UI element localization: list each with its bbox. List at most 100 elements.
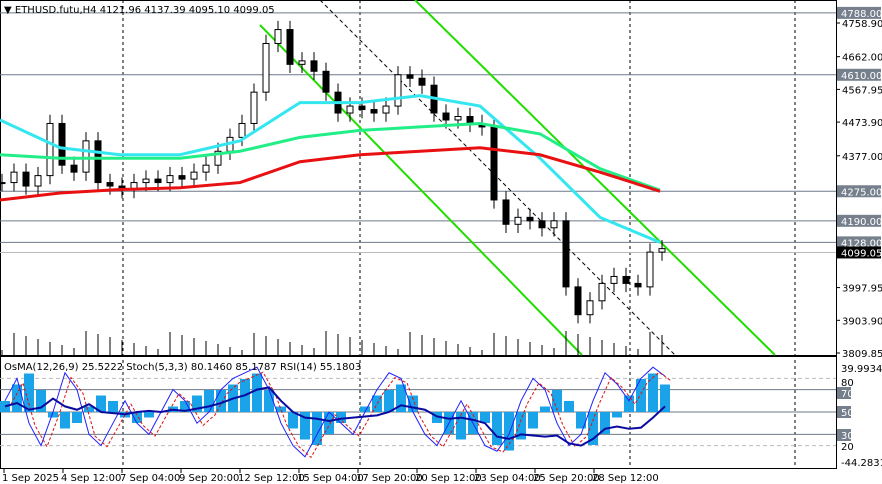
time-label: 25 Sep 20:00 <box>533 473 600 484</box>
level-label-bg <box>837 6 881 19</box>
candle-body <box>190 171 198 180</box>
osma-bar <box>660 384 670 412</box>
candle-body <box>214 150 222 166</box>
candle-body <box>646 251 654 288</box>
osma-bar <box>96 395 106 412</box>
price-tick-label: 4758.90 <box>842 19 882 30</box>
osma-bar <box>384 390 394 412</box>
candle-body <box>598 282 606 302</box>
candle-body <box>94 140 102 184</box>
osma-bar <box>72 412 82 423</box>
osma-bar <box>0 401 10 412</box>
symbol-info: ETHUSD.futu,H4 4121.96 4137.39 4095.10 4… <box>14 5 275 16</box>
indicator-scale-label: 20 <box>841 442 854 453</box>
time-label: 15 Sep 04:00 <box>297 473 364 484</box>
ma-mid-line <box>0 121 661 192</box>
candle-body <box>574 286 582 316</box>
symbol-header: ▼ ETHUSD.futu,H4 4121.96 4137.39 4095.10… <box>4 5 275 16</box>
indicator-header: OsMA(12,26,9) 25.5222 Stoch(5,3,3) 80.14… <box>4 362 362 373</box>
time-label: 9 Sep 20:00 <box>179 473 239 484</box>
stoch-signal-line <box>10 371 672 459</box>
time-label: 20 Sep 12:00 <box>415 473 482 484</box>
candle-body <box>154 178 162 184</box>
candle-body <box>586 300 594 316</box>
candle-body <box>298 60 306 65</box>
level-label-bg <box>837 236 881 249</box>
osma-bar <box>504 412 514 451</box>
price-tick-label: 4473.90 <box>842 118 882 129</box>
price-tick-label: 3903.90 <box>842 316 882 327</box>
osma-bar <box>624 395 634 412</box>
osma-bar <box>12 384 22 412</box>
current-price-bg <box>837 246 881 259</box>
price-tick-label: 3997.95 <box>842 284 882 295</box>
price-tick-label: 3809.85 <box>842 349 882 360</box>
osma-bar <box>432 412 442 423</box>
candle-body <box>502 199 510 225</box>
candle-body <box>394 74 402 107</box>
candle-body <box>490 126 498 201</box>
level-label-bg <box>837 214 881 227</box>
candle-body <box>82 140 90 173</box>
price-tick-label: 4662.00 <box>842 53 882 64</box>
candle-body <box>286 29 294 65</box>
dropdown-arrow-icon[interactable]: ▼ <box>4 5 15 16</box>
level-label: 4190.00 <box>841 217 882 228</box>
candle-body <box>238 122 246 138</box>
candle-body <box>0 182 6 185</box>
osma-bar <box>492 412 502 445</box>
candle-body <box>514 216 522 225</box>
candle-body <box>454 116 462 121</box>
candle-body <box>442 112 450 121</box>
candle-body <box>622 275 630 284</box>
osma-bar <box>252 373 262 412</box>
osma-bar <box>276 406 286 412</box>
indicator-scale-label: 80 <box>841 378 854 389</box>
osma-bar <box>360 406 370 412</box>
osma-bar <box>576 412 586 429</box>
osma-bar <box>516 412 526 440</box>
osma-bar <box>528 412 538 429</box>
indicator-scale-label: 30 <box>841 431 854 442</box>
indicator-scale-label: 50 <box>841 408 854 419</box>
time-label: 1 Sep 2025 <box>2 473 59 484</box>
osma-bar <box>552 390 562 412</box>
candle-body <box>346 105 354 114</box>
candle-body <box>34 175 42 187</box>
candle-body <box>418 77 426 86</box>
candle-body <box>178 175 186 180</box>
osma-bar <box>372 395 382 412</box>
osma-bar <box>456 412 466 440</box>
candle-body <box>658 248 666 253</box>
level-label: 4128.00 <box>841 238 882 249</box>
osma-bar <box>564 401 574 412</box>
candle-body <box>22 171 30 187</box>
osma-bar <box>84 406 94 412</box>
candle-body <box>58 122 66 166</box>
indicator-level-bg <box>837 406 851 418</box>
candle-body <box>202 164 210 173</box>
osma-bar <box>192 395 202 412</box>
candle-body <box>310 60 318 72</box>
osma-bar <box>600 412 610 434</box>
candle-body <box>46 122 54 177</box>
time-label: 17 Sep 20:00 <box>356 473 423 484</box>
ma-slow-line <box>0 146 661 202</box>
candle-body <box>106 182 114 187</box>
osma-bar <box>24 373 34 412</box>
candle-body <box>70 164 78 173</box>
osma-bar <box>396 384 406 412</box>
candle-body <box>634 282 642 288</box>
candle-body <box>526 216 534 222</box>
osma-bar <box>480 412 490 423</box>
indicator-scale-label: 70 <box>841 389 854 400</box>
osma-bar <box>324 412 334 434</box>
osma-bar <box>336 412 346 423</box>
osma-bar <box>36 390 46 412</box>
osma-bar <box>288 412 298 429</box>
osma-bar <box>48 412 58 418</box>
candle-body <box>166 175 174 184</box>
candle-body <box>550 220 558 229</box>
osma-bar <box>60 412 70 429</box>
